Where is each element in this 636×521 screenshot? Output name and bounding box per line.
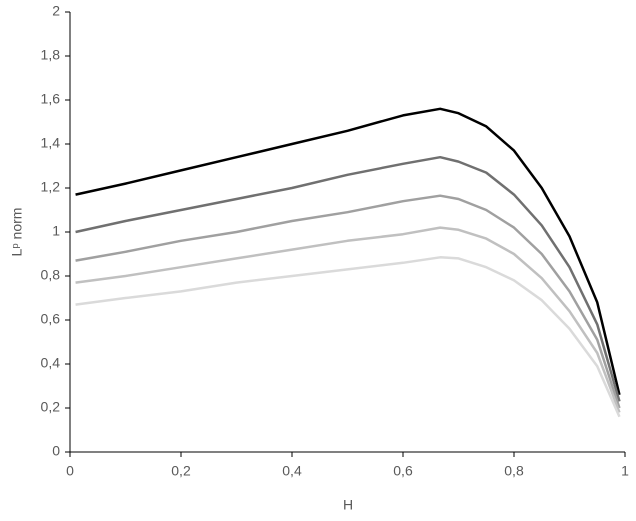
series-line (75, 194, 621, 409)
x-tick-label: 0,6 (393, 463, 413, 479)
y-tick-label: 1,2 (41, 179, 61, 195)
y-tick-label: 1 (52, 223, 60, 239)
x-tick-label: 0,4 (282, 463, 302, 479)
x-tick-label: 0,8 (504, 463, 524, 479)
y-tick-label: 1,6 (41, 91, 61, 107)
y-tick-label: 0,6 (41, 311, 61, 327)
y-tick-label: 0,8 (41, 267, 61, 283)
x-tick-label: 0,2 (171, 463, 191, 479)
x-tick-label: 0 (66, 463, 74, 479)
series-line (75, 155, 621, 402)
y-tick-label: 0,2 (41, 399, 61, 415)
y-tick-label: 0 (52, 443, 60, 459)
y-tick-label: 0,4 (41, 355, 61, 371)
y-axis-label: Lᵖ norm (9, 208, 25, 257)
y-tick-label: 1,4 (41, 135, 61, 151)
series-line (75, 226, 621, 413)
y-tick-label: 2 (52, 3, 60, 19)
y-tick-label: 1,8 (41, 47, 61, 63)
series-line (75, 256, 621, 418)
series-line (75, 107, 621, 396)
x-tick-label: 1 (621, 463, 629, 479)
x-axis-label: H (343, 497, 353, 513)
